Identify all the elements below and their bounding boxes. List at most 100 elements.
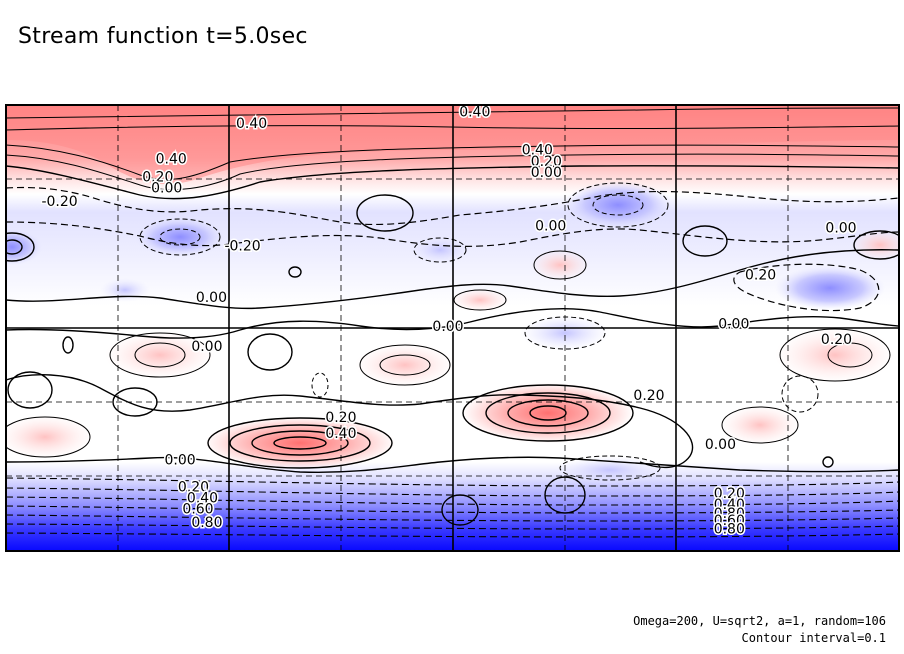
contour-label: 0.00	[718, 317, 749, 333]
contour-lines	[6, 107, 899, 538]
contour-label: 0.40	[187, 491, 218, 507]
contour-0.40-top	[6, 107, 899, 119]
contour-label: 0.00	[535, 218, 566, 234]
contour-label: 0.20	[178, 479, 209, 495]
contour-closed	[379, 354, 431, 376]
contour-0.00-bottom	[6, 456, 899, 473]
contour-0.20	[6, 153, 899, 191]
contour-label: 0.00	[531, 165, 562, 181]
contour-closed	[507, 399, 589, 427]
contour-closed	[559, 455, 661, 481]
contour-closed	[524, 316, 606, 350]
contour-closed	[6, 239, 23, 255]
contour-closed	[781, 375, 819, 413]
contour-closed	[462, 384, 634, 442]
contour-neg0.40-bottom	[6, 487, 899, 497]
contour-label: 0.40	[325, 426, 356, 442]
contour-labels: 0.400.400.400.400.200.200.000.00-0.20-0.…	[40, 105, 858, 539]
contour-label: -0.20	[224, 239, 260, 255]
contour-label: 0.80	[714, 522, 745, 538]
contour-label: 0.20	[633, 388, 664, 404]
contour-closed	[273, 436, 327, 450]
contour-closed	[822, 456, 834, 468]
contour-closed	[109, 332, 211, 378]
contour-label: 0.00	[705, 437, 736, 453]
contour-neg0.60-bottom	[6, 505, 899, 514]
contour-closed	[853, 230, 899, 260]
contour-closed	[441, 494, 479, 526]
contour-closed	[682, 225, 728, 257]
negative-blob	[775, 266, 885, 310]
contour-closed	[485, 392, 611, 434]
contour-closed	[159, 228, 201, 246]
contour-0.00-mid	[6, 308, 899, 339]
contour-label: 0.80	[191, 515, 222, 531]
contour-label: 0.40	[236, 116, 267, 132]
contour-closed	[529, 405, 567, 421]
contour-closed	[356, 194, 414, 232]
contour-label: 0.40	[156, 152, 187, 168]
contour-neg0.20	[733, 263, 880, 312]
contour-closed	[62, 336, 74, 354]
contour-0.40-upper	[6, 125, 899, 131]
contour-label: 0.20	[142, 169, 173, 185]
positive-blob	[530, 249, 590, 281]
contour-closed	[229, 424, 371, 462]
contour-label: 0.80	[714, 506, 745, 522]
contour-label: 0.00	[432, 319, 463, 335]
negative-blob	[135, 217, 225, 257]
contour-label: 0.20	[714, 486, 745, 502]
positive-blob	[450, 288, 510, 312]
contour-closed	[359, 344, 451, 386]
plot-frame	[5, 104, 900, 552]
positive-blob	[105, 331, 215, 379]
contour-closed	[592, 194, 644, 216]
contour-closed	[413, 237, 467, 263]
contour-label: 0.60	[182, 502, 213, 518]
positive-blob	[850, 229, 899, 261]
contour-label: 0.20	[821, 332, 852, 348]
contour-closed	[7, 371, 53, 409]
contour-label: 0.20	[745, 268, 776, 284]
contour-label: 0.00	[191, 339, 222, 355]
contour-closed	[453, 289, 507, 311]
contour-label: 0.00	[151, 181, 182, 197]
contour-neg0.70-bottom	[6, 514, 899, 522]
contour-closed	[544, 476, 586, 514]
contour-label: 0.20	[531, 154, 562, 170]
contour-closed	[721, 406, 799, 444]
contour-label: 0.40	[459, 105, 490, 121]
contour-label: -0.20	[41, 194, 77, 210]
contour-closed	[112, 387, 158, 417]
contour-label: 0.00	[825, 221, 856, 237]
contour-label: 0.20	[325, 410, 356, 426]
contour-neg0.20-bottom	[6, 477, 899, 487]
contour-label: 0.40	[522, 143, 553, 159]
positive-blob	[6, 415, 93, 459]
contour-neg0.50-bottom	[6, 496, 899, 506]
contour-closed	[251, 430, 349, 456]
contour-label: 0.00	[196, 290, 227, 306]
contour-closed	[139, 218, 221, 256]
contour-closed	[6, 416, 91, 458]
contour-0.00-mid	[6, 249, 899, 310]
contour-0.40-lower	[6, 144, 899, 180]
contour-0.00-lower	[6, 374, 694, 469]
contour-label: 0.60	[714, 513, 745, 529]
positive-blob	[463, 383, 633, 443]
negative-blob	[100, 278, 150, 302]
contour-closed	[311, 372, 329, 398]
contour-label: 0.40	[714, 497, 745, 513]
contour-closed	[247, 333, 293, 371]
chart-title: Stream function t=5.0sec	[18, 24, 308, 49]
grid-solid	[6, 105, 899, 551]
negative-blob	[520, 315, 610, 351]
contour-closed	[567, 182, 669, 228]
contour-label: 0.00	[165, 453, 196, 469]
params-note: Omega=200, U=sqrt2, a=1, random=106	[633, 614, 886, 628]
contour-interval-note: Contour interval=0.1	[741, 631, 887, 645]
contour-0.00-upper	[6, 165, 899, 200]
contour-neg0.90-bottom	[6, 532, 899, 538]
contour-closed	[533, 250, 587, 280]
